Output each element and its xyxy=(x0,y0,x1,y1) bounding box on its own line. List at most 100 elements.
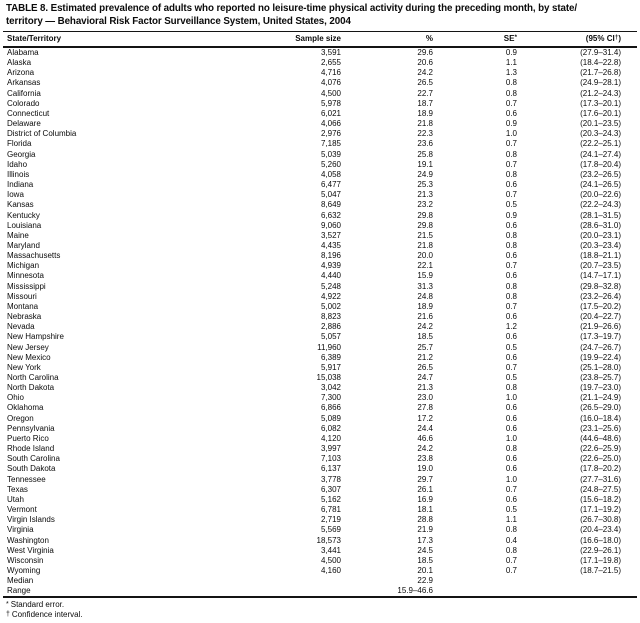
cell-se: 0.6 xyxy=(505,423,517,433)
cell-sample: 5,978 xyxy=(320,98,341,108)
cell-sample: 3,778 xyxy=(320,474,341,484)
cell-state: Iowa xyxy=(7,190,24,200)
cell-sample: 5,002 xyxy=(320,301,341,311)
cell-se: 0.5 xyxy=(505,505,517,515)
cell-se: 0.8 xyxy=(505,525,517,535)
table-row: Oklahoma 6,866 27.8 0.6 (26.5–29.0) xyxy=(3,403,637,413)
cell-state: Ohio xyxy=(7,393,24,403)
cell-sample: 4,435 xyxy=(320,240,341,250)
cell-ci: (17.1–19.8) xyxy=(580,555,621,565)
cell-se: 1.3 xyxy=(505,68,517,78)
prevalence-table: State/Territory Sample size % SE* (95% C… xyxy=(3,31,637,599)
cell-state: Oklahoma xyxy=(7,403,44,413)
cell-ci: (17.6–20.1) xyxy=(580,108,621,118)
table-row: Nebraska 8,823 21.6 0.6 (20.4–22.7) xyxy=(3,312,637,322)
cell-state: North Dakota xyxy=(7,383,55,393)
cell-se: 0.7 xyxy=(505,190,517,200)
cell-ci: (20.0–22.6) xyxy=(580,190,621,200)
table-row: Louisiana 9,060 29.8 0.6 (28.6–31.0) xyxy=(3,221,637,231)
cell-state: Maine xyxy=(7,230,29,240)
cell-pct: 23.6 xyxy=(417,139,433,149)
cell-pct: 25.8 xyxy=(417,149,433,159)
cell-sample: 3,997 xyxy=(320,444,341,454)
cell-se: 0.7 xyxy=(505,362,517,372)
table-row: Puerto Rico 4,120 46.6 1.0 (44.6–48.6) xyxy=(3,434,637,444)
cell-ci: (21.7–26.8) xyxy=(580,68,621,78)
cell-se: 1.2 xyxy=(505,322,517,332)
cell-state: Puerto Rico xyxy=(7,433,49,443)
cell-ci: (27.7–31.6) xyxy=(580,474,621,484)
cell-ci: (26.7–30.8) xyxy=(580,515,621,525)
cell-sample: 6,021 xyxy=(320,108,341,118)
cell-pct: 23.0 xyxy=(417,393,433,403)
cell-se: 0.6 xyxy=(505,220,517,230)
cell-pct: 27.8 xyxy=(417,403,433,413)
cell-sample: 5,057 xyxy=(320,332,341,342)
cell-sample: 5,089 xyxy=(320,413,341,423)
cell-state: District of Columbia xyxy=(7,129,77,139)
cell-ci: (23.2–26.5) xyxy=(580,169,621,179)
table-row: Missouri 4,922 24.8 0.8 (23.2–26.4) xyxy=(3,292,637,302)
cell-ci: (20.3–24.3) xyxy=(580,129,621,139)
cell-state: New Hampshire xyxy=(7,332,64,342)
cell-sample: 6,632 xyxy=(320,210,341,220)
cell-state: New York xyxy=(7,362,41,372)
cell-sample: 3,042 xyxy=(320,383,341,393)
cell-pct: 25.7 xyxy=(417,342,433,352)
cell-state: Alaska xyxy=(7,58,32,68)
table-row: Massachusetts 8,196 20.0 0.6 (18.8–21.1) xyxy=(3,251,637,261)
cell-ci: (18.8–21.1) xyxy=(580,251,621,261)
cell-se: 0.6 xyxy=(505,494,517,504)
cell-sample: 6,307 xyxy=(320,484,341,494)
cell-ci: (23.1–25.6) xyxy=(580,423,621,433)
cell-state: Louisiana xyxy=(7,220,42,230)
table-row: Iowa 5,047 21.3 0.7 (20.0–22.6) xyxy=(3,190,637,200)
cell-sample: 11,960 xyxy=(317,342,341,352)
cell-ci: (20.4–23.4) xyxy=(580,525,621,535)
footnotes: * Standard error. † Confidence interval. xyxy=(0,598,640,620)
cell-ci: (26.5–29.0) xyxy=(580,403,621,413)
cell-state: Pennsylvania xyxy=(7,423,55,433)
table-row: South Carolina 7,103 23.8 0.6 (22.6–25.0) xyxy=(3,454,637,464)
cell-ci: (17.3–19.7) xyxy=(580,332,621,342)
cell-se: 0.6 xyxy=(505,108,517,118)
cell-pct: 29.7 xyxy=(417,474,433,484)
cell-se: 1.0 xyxy=(505,393,517,403)
cell-pct: 24.2 xyxy=(417,444,433,454)
cell-state: Connecticut xyxy=(7,108,50,118)
cell-sample: 7,103 xyxy=(320,454,341,464)
cell-sample: 4,500 xyxy=(320,88,341,98)
cell-sample: 2,976 xyxy=(320,129,341,139)
cell-ci: (19.7–23.0) xyxy=(580,383,621,393)
cell-se: 0.9 xyxy=(505,119,517,129)
col-header-standard-error: SE* xyxy=(437,31,517,48)
cell-pct: 26.1 xyxy=(417,484,433,494)
cell-pct: 21.9 xyxy=(417,525,433,535)
cell-pct: 21.8 xyxy=(417,240,433,250)
cell-pct: 17.2 xyxy=(417,413,433,423)
se-asterisk: * xyxy=(514,34,517,41)
cell-pct: 18.7 xyxy=(417,98,433,108)
cell-state: Kentucky xyxy=(7,210,40,220)
cell-sample: 8,649 xyxy=(320,200,341,210)
table-row: Vermont 6,781 18.1 0.5 (17.1–19.2) xyxy=(3,505,637,515)
table-title-line1: TABLE 8. Estimated prevalence of adults … xyxy=(6,3,577,14)
table-row: Median 22.9 xyxy=(3,576,637,586)
cell-ci: (22.2–24.3) xyxy=(580,200,621,210)
cell-pct: 24.2 xyxy=(417,322,433,332)
cell-pct: 21.8 xyxy=(417,119,433,129)
cell-state: Colorado xyxy=(7,98,40,108)
cell-se: 0.9 xyxy=(505,48,517,57)
cell-sample: 8,823 xyxy=(320,312,341,322)
table-row: Illinois 4,058 24.9 0.8 (23.2–26.5) xyxy=(3,170,637,180)
cell-sample: 5,917 xyxy=(320,362,341,372)
cell-se: 0.5 xyxy=(505,200,517,210)
cell-state: West Virginia xyxy=(7,545,54,555)
cell-ci: (16.0–18.4) xyxy=(580,413,621,423)
cell-state: California xyxy=(7,88,41,98)
cell-pct: 25.3 xyxy=(417,180,433,190)
cell-pct: 26.5 xyxy=(417,78,433,88)
cell-ci: (28.6–31.0) xyxy=(580,220,621,230)
table-row: Range 15.9–46.6 xyxy=(3,586,637,597)
